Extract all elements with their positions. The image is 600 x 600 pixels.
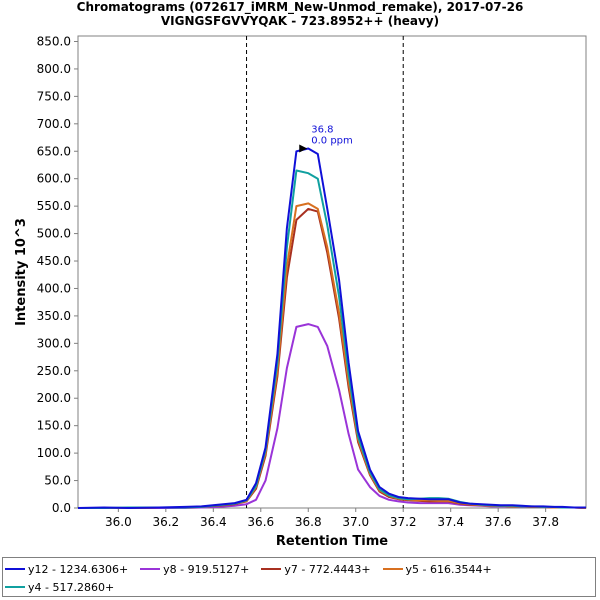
peak-marker: [299, 144, 308, 153]
y-axis-label: Intensity 10^3: [14, 218, 29, 326]
chart-legend: y12 - 1234.6306+ y8 - 919.5127+ y7 - 772.4…: [2, 557, 596, 597]
y-tick-label-13: 650.0: [37, 144, 71, 158]
x-tick-label-7: 37.4: [437, 515, 464, 529]
legend-label-4: y4 - 517.2860+: [28, 580, 115, 594]
peak-rt-label: 36.8: [311, 125, 333, 136]
legend-item-0: y12 - 1234.6306+: [5, 560, 128, 578]
series-line-0: [77, 147, 586, 509]
y-tick-label-5: 250.0: [37, 364, 71, 378]
chart-subtitle: VIGNGSFGVVYQAK - 723.8952++ (heavy): [160, 14, 440, 28]
y-tick-label-17: 850.0: [37, 34, 71, 48]
y-tick-label-14: 700.0: [37, 117, 71, 131]
legend-label-3: y5 - 616.3544+: [405, 562, 492, 576]
y-tick-label-11: 550.0: [37, 199, 71, 213]
y-tick-label-6: 300.0: [37, 336, 71, 350]
x-tick-label-2: 36.4: [200, 515, 227, 529]
legend-swatch-0: [5, 568, 25, 570]
y-tick-label-8: 400.0: [37, 281, 71, 295]
x-tick-label-3: 36.6: [247, 515, 274, 529]
y-tick-label-1: 50.0: [44, 474, 71, 488]
legend-swatch-1: [140, 568, 161, 570]
x-tick-label-8: 37.6: [485, 515, 512, 529]
x-tick-label-9: 37.8: [532, 515, 559, 529]
legend-item-3: y5 - 616.3544+: [382, 560, 492, 578]
legend-item-1: y8 - 919.5127+: [140, 560, 249, 578]
x-tick-label-1: 36.2: [152, 515, 179, 529]
legend-swatch-4: [5, 586, 25, 588]
legend-item-2: y7 - 772.4443+: [261, 560, 371, 578]
y-tick-label-4: 200.0: [37, 391, 71, 405]
y-tick-label-10: 500.0: [37, 227, 71, 241]
y-tick-label-16: 800.0: [37, 62, 71, 76]
y-tick-label-3: 150.0: [37, 419, 71, 433]
y-tick-label-7: 350.0: [37, 309, 71, 323]
legend-swatch-3: [382, 568, 403, 570]
x-tick-label-4: 36.8: [295, 515, 322, 529]
y-tick-label-0: 0.0: [52, 501, 71, 515]
legend-label-1: y8 - 919.5127+: [163, 562, 250, 576]
legend-item-4: y4 - 517.2860+: [5, 578, 114, 596]
y-tick-label-12: 600.0: [37, 172, 71, 186]
x-tick-label-5: 37.0: [342, 515, 369, 529]
legend-label-2: y7 - 772.4443+: [284, 562, 371, 576]
x-tick-label-6: 37.2: [390, 515, 417, 529]
chart-title: Chromatograms (072617_iMRM_New-Unmod_rem…: [76, 0, 524, 14]
chromatogram-chart: 0.0 50.0 100.0 150.0 200.0 250.0 300.0 350.0 400…: [14, 34, 587, 549]
x-tick-label-0: 36.0: [105, 515, 132, 529]
y-tick-label-15: 750.0: [37, 89, 71, 103]
x-axis-label: Retention Time: [276, 534, 388, 549]
y-tick-label-9: 450.0: [37, 254, 71, 268]
peak-ppm-label: 0.0 ppm: [311, 136, 353, 147]
y-tick-label-2: 100.0: [37, 446, 71, 460]
legend-label-0: y12 - 1234.6306+: [28, 562, 129, 576]
legend-swatch-2: [261, 568, 282, 570]
chart-title-block: Chromatograms (072617_iMRM_New-Unmod_rem…: [0, 0, 600, 28]
